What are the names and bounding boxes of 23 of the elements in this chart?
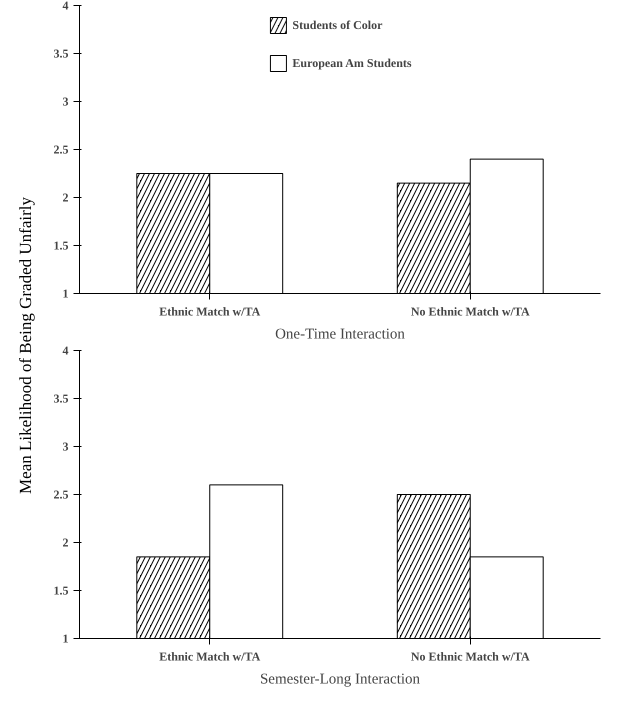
y-tick-label: 1.5 [54,238,68,252]
y-tick-label: 3 [62,440,68,454]
y-tick-label: 2 [62,536,68,550]
y-tick-label: 2.5 [54,142,68,156]
y-tick-label: 1 [62,286,68,300]
y-tick-label: 1 [62,632,68,646]
y-tick-label: 4 [62,0,68,12]
y-tick-label: 2 [62,190,68,204]
x-tick-label: No Ethnic Match w/TA [410,304,530,318]
y-tick-label: 2.5 [54,488,68,502]
y-tick-label: 4 [62,344,68,358]
x-axis-title: Semester-Long Interaction [260,672,421,688]
legend-label: European Am Students [292,56,412,70]
y-tick-label: 1.5 [54,584,68,598]
x-tick-label: Ethnic Match w/TA [159,304,261,318]
x-axis-title: One-Time Interaction [275,326,406,342]
y-axis-title: Mean Likelihood of Being Graded Unfairly [16,196,35,494]
y-tick-label: 3 [62,94,68,108]
legend-label: Students of Color [292,18,382,32]
y-tick-label: 3.5 [54,392,68,406]
x-tick-label: No Ethnic Match w/TA [410,650,530,664]
y-tick-label: 3.5 [54,46,68,60]
x-tick-label: Ethnic Match w/TA [159,650,261,664]
